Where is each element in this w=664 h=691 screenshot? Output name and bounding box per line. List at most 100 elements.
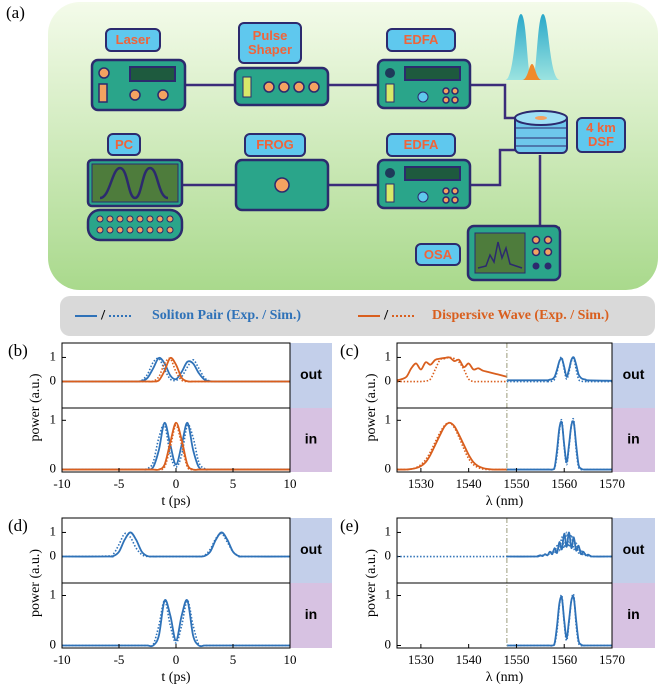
x-tick-label: -10 <box>53 476 70 491</box>
legend-box <box>60 296 655 336</box>
panel-label: (c) <box>340 341 359 360</box>
y-axis-label: power (a.u.) <box>364 549 379 617</box>
y-tick-label: 1 <box>50 523 57 538</box>
series-line <box>506 593 612 647</box>
edfa-1 <box>376 58 472 110</box>
y-tick-label: 1 <box>50 586 57 601</box>
x-tick-label: 1530 <box>408 476 434 491</box>
x-tick-label: 1560 <box>551 476 577 491</box>
y-tick-label: 0 <box>385 548 392 563</box>
x-tick-label: -5 <box>114 476 125 491</box>
tag-box <box>612 408 655 472</box>
series-line <box>62 356 290 383</box>
series-line <box>62 357 290 383</box>
node-label: OSA <box>415 243 461 266</box>
panel-tag: out <box>300 541 322 557</box>
series-line <box>62 356 290 383</box>
tag-box <box>290 583 332 648</box>
y-tick-label: 0 <box>50 548 57 563</box>
panel-tag: out <box>623 541 645 557</box>
output-pulse-icon <box>505 14 560 80</box>
node-label: 4 km DSF <box>576 117 626 153</box>
laser <box>90 58 187 112</box>
series-line <box>62 357 290 383</box>
setup-diagram <box>48 2 658 290</box>
tag-box <box>612 518 655 583</box>
panel-tag: out <box>300 366 322 382</box>
series-line <box>397 421 507 471</box>
frog <box>234 158 330 212</box>
x-tick-label: -5 <box>114 652 125 667</box>
x-tick-label: 5 <box>230 652 237 667</box>
y-tick-label: 0 <box>50 636 57 651</box>
x-tick-label: 10 <box>284 652 297 667</box>
series-line <box>506 417 612 471</box>
x-tick-label: 0 <box>173 476 180 491</box>
edfa-2 <box>376 158 472 210</box>
series-line <box>506 356 612 382</box>
series-line <box>506 420 612 471</box>
y-tick-label: 0 <box>385 373 392 388</box>
x-tick-label: 1570 <box>599 476 625 491</box>
legend-separator: / <box>383 307 389 323</box>
node-label: FROG <box>244 133 306 157</box>
y-tick-label: 0 <box>50 373 57 388</box>
y-tick-label: 1 <box>50 411 57 426</box>
series-line <box>397 421 507 471</box>
x-tick-label: 0 <box>173 652 180 667</box>
y-axis-label: power (a.u.) <box>28 373 43 441</box>
x-axis-label: t (ps) <box>161 670 191 685</box>
node-label: EDFA <box>386 28 456 52</box>
series-line <box>62 421 290 471</box>
y-axis-label: power (a.u.) <box>28 549 43 617</box>
series-line <box>506 356 612 383</box>
diagram-background <box>48 2 658 290</box>
series-line <box>397 356 508 382</box>
panel-tag: in <box>305 606 317 622</box>
tag-box <box>290 518 332 583</box>
series-line <box>397 356 507 383</box>
series-line <box>506 595 612 647</box>
panel-label: (a) <box>6 3 25 22</box>
y-tick-label: 0 <box>50 461 57 476</box>
node-label: Pulse Shaper <box>238 22 302 64</box>
tag-box <box>612 343 655 408</box>
pulse-shaper <box>233 66 330 107</box>
x-tick-label: 5 <box>230 476 237 491</box>
x-tick-label: -10 <box>53 652 70 667</box>
y-tick-label: 0 <box>385 636 392 651</box>
osa <box>466 224 562 282</box>
x-tick-label: 1550 <box>503 476 529 491</box>
x-tick-label: 1570 <box>599 652 625 667</box>
panel-label: (b) <box>8 341 28 360</box>
series-line <box>506 531 612 558</box>
node-label: Laser <box>105 28 161 52</box>
legend-separator: / <box>100 307 106 323</box>
tag-box <box>290 343 332 408</box>
y-tick-label: 0 <box>385 461 392 476</box>
y-tick-label: 1 <box>385 411 392 426</box>
pc <box>86 158 184 242</box>
y-tick-label: 1 <box>385 348 392 363</box>
x-tick-label: 1530 <box>408 652 434 667</box>
dsf-spool <box>514 110 568 154</box>
series-line <box>62 424 290 471</box>
x-tick-label: 1540 <box>456 476 482 491</box>
tag-box <box>290 408 332 472</box>
legend-label: Dispersive Wave (Exp. / Sim.) <box>432 308 609 323</box>
panel-tag: in <box>305 431 317 447</box>
series-line <box>62 532 290 558</box>
node-label: EDFA <box>386 133 456 157</box>
x-axis-label: t (ps) <box>161 494 191 509</box>
tag-box <box>612 583 655 648</box>
x-tick-label: 10 <box>284 476 297 491</box>
x-axis-label: λ (nm) <box>486 670 524 685</box>
series-line <box>62 531 290 558</box>
x-tick-label: 1540 <box>456 652 482 667</box>
panel-tag: out <box>623 366 645 382</box>
series-line <box>62 599 290 648</box>
y-axis-label: power (a.u.) <box>364 373 379 441</box>
panel-tag: in <box>627 606 639 622</box>
